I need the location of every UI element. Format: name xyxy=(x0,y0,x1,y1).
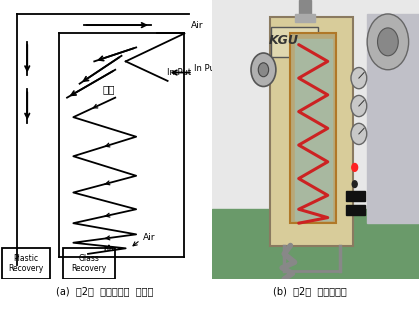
Text: Glass
Recovery: Glass Recovery xyxy=(71,254,107,273)
FancyBboxPatch shape xyxy=(270,17,353,246)
Bar xyxy=(347,191,365,201)
Bar xyxy=(63,248,115,279)
Circle shape xyxy=(367,14,409,70)
Text: 시료: 시료 xyxy=(103,84,115,94)
Bar xyxy=(295,14,315,22)
Circle shape xyxy=(352,181,357,188)
Bar xyxy=(212,209,419,279)
Text: (a)  제2차  공기선별기  모식도: (a) 제2차 공기선별기 모식도 xyxy=(56,286,153,296)
Bar xyxy=(367,14,419,223)
Circle shape xyxy=(351,123,367,144)
Circle shape xyxy=(351,95,367,117)
Text: In Put: In Put xyxy=(166,68,191,77)
Bar xyxy=(347,205,365,215)
Text: Air: Air xyxy=(142,232,155,242)
Text: Plastic
Recovery: Plastic Recovery xyxy=(8,254,44,273)
Circle shape xyxy=(378,28,398,56)
Circle shape xyxy=(351,68,367,89)
Text: (b)  제2차  공기선별기: (b) 제2차 공기선별기 xyxy=(273,286,347,296)
Circle shape xyxy=(251,53,276,86)
FancyBboxPatch shape xyxy=(271,27,318,57)
Bar xyxy=(212,0,419,209)
Text: Air: Air xyxy=(191,20,203,30)
Bar xyxy=(299,0,311,17)
Text: KGU: KGU xyxy=(269,34,299,47)
Circle shape xyxy=(258,63,269,77)
Circle shape xyxy=(352,163,357,171)
Text: In Put: In Put xyxy=(194,64,218,73)
FancyBboxPatch shape xyxy=(290,33,336,223)
Bar xyxy=(2,248,50,279)
Bar xyxy=(295,39,332,220)
